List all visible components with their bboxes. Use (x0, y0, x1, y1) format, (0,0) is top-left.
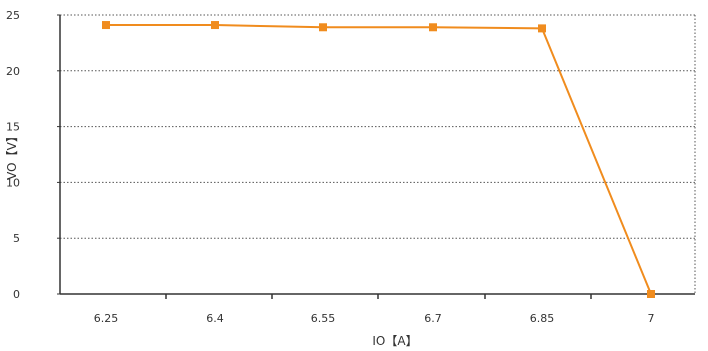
data-point-marker (102, 21, 110, 30)
x-tick-label: 6.25 (94, 312, 119, 325)
axes (57, 14, 695, 299)
x-tick-labels: 6.25 6.4 6.55 6.7 6.85 7 (94, 312, 655, 325)
y-tick-label: 10 (6, 176, 20, 189)
data-point-marker (211, 21, 219, 30)
x-axis-title: IO【A】 (372, 334, 417, 348)
y-tick-label: 5 (13, 232, 20, 245)
y-tick-label: 0 (13, 288, 20, 301)
y-tick-labels: 0 5 10 15 20 25 (6, 9, 20, 301)
y-axis-title: VO【V】 (5, 130, 19, 180)
x-tick-label: 6.4 (206, 312, 224, 325)
gridlines (60, 14, 696, 294)
x-tick-label: 6.55 (311, 312, 336, 325)
x-tick-label: 6.7 (424, 312, 442, 325)
x-tick-label: 6.85 (530, 312, 555, 325)
series (102, 21, 655, 298)
y-tick-label: 20 (6, 65, 20, 78)
data-point-marker (538, 24, 546, 33)
data-point-marker (429, 23, 437, 32)
x-tick-label: 7 (648, 312, 655, 325)
data-point-marker (319, 23, 327, 32)
y-tick-label: 15 (6, 121, 20, 134)
y-tick-label: 25 (6, 9, 20, 22)
data-point-marker (647, 290, 655, 298)
series-line (106, 24, 652, 295)
